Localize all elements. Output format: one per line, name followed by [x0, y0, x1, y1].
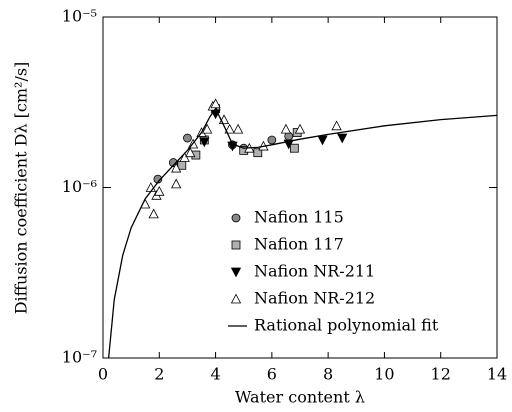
y-tick-label: 10⁻⁷	[62, 348, 97, 367]
legend-marker	[230, 293, 242, 304]
x-axis-label: Water content λ	[235, 388, 365, 407]
y-axis-label: Diffusion coefficient Dλ [cm²/s]	[12, 62, 31, 315]
data-point	[232, 123, 244, 134]
fit-line	[107, 107, 498, 359]
legend-label: Nafion 115	[254, 208, 344, 227]
data-point	[179, 152, 190, 162]
data-point	[185, 147, 196, 158]
data-point	[183, 133, 192, 143]
y-tick-label: 10⁻⁶	[62, 177, 97, 196]
legend-marker	[231, 213, 241, 223]
legend-label: Nafion 117	[254, 235, 344, 254]
data-point	[224, 123, 235, 134]
x-tick-label: 0	[98, 365, 108, 384]
x-tick-label: 10	[374, 365, 394, 384]
data-point	[171, 162, 182, 173]
data-point	[267, 135, 277, 145]
data-point	[148, 208, 159, 219]
y-tick-label: 10⁻⁵	[62, 7, 97, 26]
x-tick-label: 12	[431, 365, 451, 384]
legend-label: Rational polynomial fit	[254, 316, 439, 335]
legend-marker	[231, 240, 241, 250]
x-tick-label: 4	[210, 365, 220, 384]
legend-marker	[230, 267, 242, 278]
legend-label: Nafion NR-212	[254, 289, 375, 308]
data-point	[199, 137, 210, 148]
x-tick-label: 8	[323, 365, 333, 384]
data-point	[280, 123, 292, 134]
data-point	[337, 133, 348, 144]
data-point	[154, 185, 165, 196]
legend-label: Nafion NR-211	[254, 262, 375, 281]
x-tick-label: 2	[154, 365, 164, 384]
data-point	[317, 135, 328, 146]
data-point	[331, 120, 342, 131]
data-point	[171, 178, 182, 189]
data-point	[289, 143, 299, 153]
x-tick-label: 6	[267, 365, 277, 384]
data-point	[253, 148, 263, 158]
data-point	[294, 123, 306, 134]
data-point	[201, 123, 213, 134]
x-tick-label: 14	[487, 365, 507, 384]
